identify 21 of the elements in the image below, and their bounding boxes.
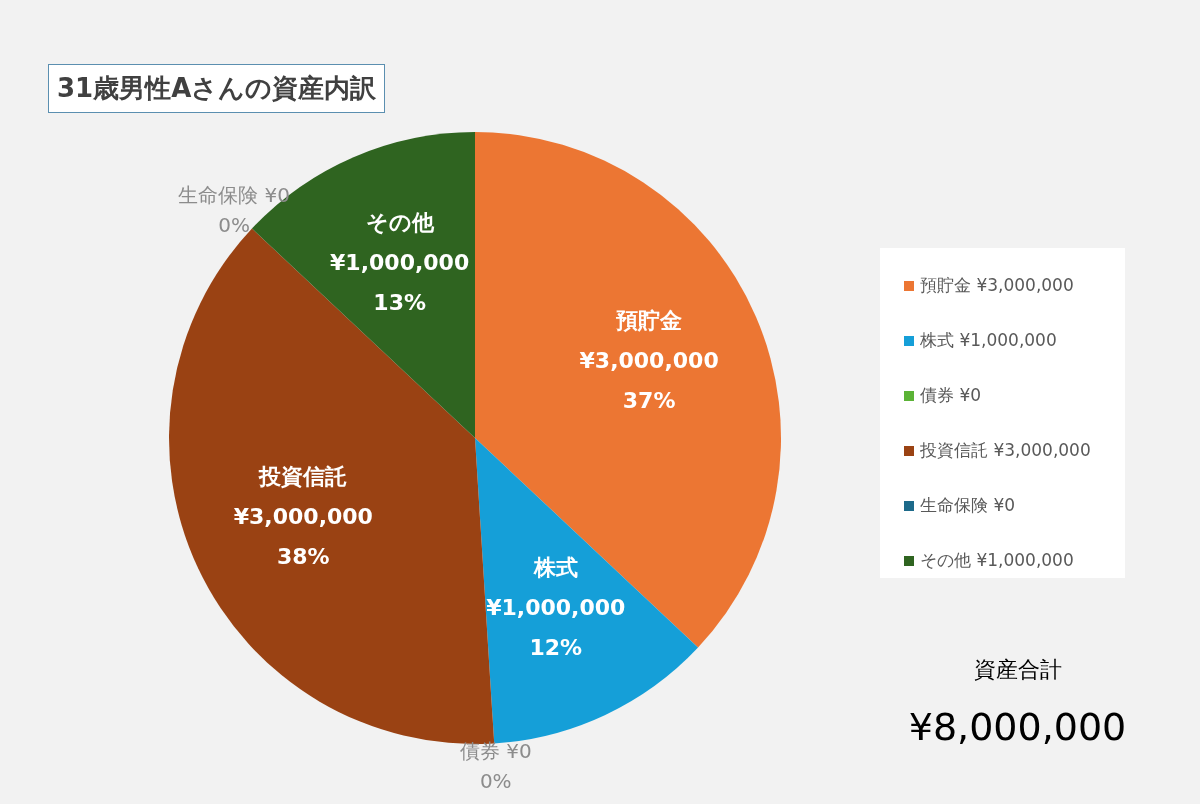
legend-label: 株式 ¥1,000,000 — [920, 329, 1057, 352]
data-label: 12% — [529, 635, 583, 661]
legend-label: 預貯金 ¥3,000,000 — [920, 274, 1074, 297]
data-label: 37% — [622, 388, 676, 414]
data-label: 38% — [277, 544, 330, 570]
text: 資産合計 — [972, 656, 1063, 684]
slice-label: 株式 ¥1,000,000 — [486, 555, 626, 621]
data-label: 13% — [373, 289, 426, 315]
legend-label: 生命保険 ¥0 — [920, 494, 1016, 517]
text: ¥8,000,000 — [907, 705, 1128, 749]
legend-label: 投資信託 ¥3,000,000 — [920, 439, 1091, 462]
category-label: 債券 ¥0 — [459, 739, 532, 764]
legend-label: その他 ¥1,000,000 — [920, 549, 1074, 572]
slice-label: 預貯金 ¥3,000,000 — [579, 308, 719, 374]
slice-label: その他 ¥1,000,000 — [330, 209, 470, 275]
chart-title: 31歳男性Aさんの資産内訳 — [48, 64, 386, 113]
legend-label: 債券 ¥0 — [920, 384, 982, 407]
text: 0% — [218, 212, 250, 237]
slice-label: 投資信託 ¥3,000,000 — [233, 464, 373, 530]
text: 0% — [479, 769, 512, 794]
category-label: 生命保険 ¥0 — [178, 182, 290, 207]
